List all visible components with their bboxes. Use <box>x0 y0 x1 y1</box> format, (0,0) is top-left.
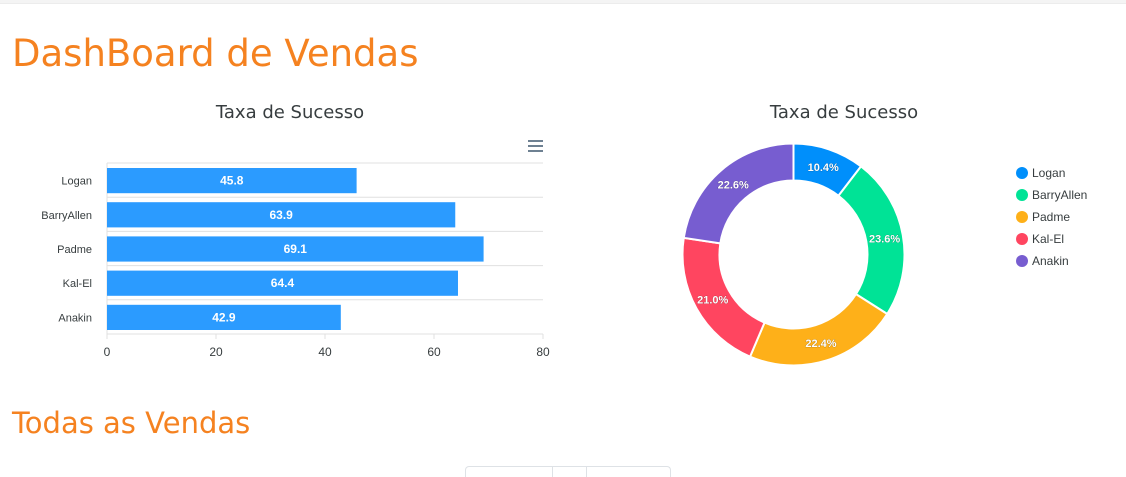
y-tick-label: Anakin <box>58 312 92 324</box>
table-pagination-controls[interactable] <box>465 466 671 477</box>
page-size-select[interactable] <box>466 467 553 477</box>
bar-data-label: 69.1 <box>284 242 308 256</box>
bar-chart: 45.8 Logan 63.9 BarryAllen 69.1 Padme 64.4 Kal-… <box>41 162 550 359</box>
x-tick-label: 0 <box>104 345 111 359</box>
bar-data-label: 64.4 <box>271 276 295 290</box>
slice-data-label: 10.4% <box>808 162 839 174</box>
donut-chart-legend: Logan BarryAllen Padme Kal-El Anakin <box>1016 162 1087 272</box>
bar-data-label: 63.9 <box>269 208 293 222</box>
x-tick-label: 20 <box>209 345 223 359</box>
legend-label: BarryAllen <box>1032 188 1088 202</box>
donut-chart-title: Taxa de Sucesso <box>769 102 919 123</box>
top-navbar <box>0 0 1126 4</box>
slice-data-label: 21.0% <box>697 295 728 307</box>
x-tick-label: 40 <box>318 345 332 359</box>
slice-data-label: 22.6% <box>718 179 749 191</box>
legend-item[interactable]: Anakin <box>1016 250 1087 272</box>
legend-label: Padme <box>1032 210 1071 224</box>
y-tick-label: Logan <box>61 176 92 188</box>
page-title: DashBoard de Vendas <box>12 32 419 75</box>
bar[interactable] <box>107 270 458 296</box>
donut-slice[interactable] <box>682 142 795 245</box>
bar-data-label: 45.8 <box>220 174 244 188</box>
legend-marker <box>1016 189 1028 201</box>
bar[interactable] <box>107 236 484 262</box>
y-tick-label: Kal-El <box>63 278 92 290</box>
bar[interactable] <box>107 168 357 194</box>
slice-data-label: 22.4% <box>805 338 836 350</box>
bar-data-label: 42.9 <box>212 310 236 324</box>
bar[interactable] <box>107 202 456 228</box>
section-title: Todas as Vendas <box>12 406 251 440</box>
donut-slice[interactable] <box>748 292 889 367</box>
legend-label: Kal-El <box>1032 232 1065 246</box>
legend-item[interactable]: BarryAllen <box>1016 184 1087 206</box>
legend-label: Logan <box>1032 166 1066 180</box>
legend-marker <box>1016 255 1028 267</box>
search-input[interactable] <box>553 467 587 477</box>
x-tick-label: 80 <box>536 345 550 359</box>
bar-chart-title: Taxa de Sucesso <box>215 102 365 123</box>
legend-label: Anakin <box>1032 254 1069 268</box>
donut-chart: 10.4% 23.6% 22.4% 21.0% 22.6% <box>681 142 906 367</box>
slice-data-label: 23.6% <box>869 233 900 245</box>
legend-marker <box>1016 233 1028 245</box>
y-tick-label: Padme <box>57 244 92 256</box>
legend-item[interactable]: Kal-El <box>1016 228 1087 250</box>
y-tick-label: BarryAllen <box>41 210 92 222</box>
legend-item[interactable]: Padme <box>1016 206 1087 228</box>
bar[interactable] <box>107 304 341 330</box>
legend-marker <box>1016 167 1028 179</box>
legend-marker <box>1016 211 1028 223</box>
hamburger-menu-icon[interactable] <box>528 140 543 154</box>
legend-item[interactable]: Logan <box>1016 162 1087 184</box>
x-tick-label: 60 <box>427 345 441 359</box>
